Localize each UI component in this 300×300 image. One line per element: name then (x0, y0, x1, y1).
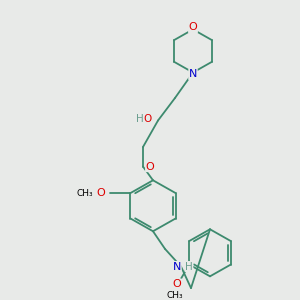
Text: O: O (173, 279, 182, 289)
Text: O: O (146, 162, 154, 172)
Text: N: N (189, 70, 197, 80)
Text: O: O (144, 114, 152, 124)
Text: H: H (185, 262, 193, 272)
Text: O: O (189, 22, 197, 32)
Text: H: H (136, 114, 144, 124)
Text: CH₃: CH₃ (167, 291, 184, 300)
Text: N: N (173, 262, 181, 272)
Text: CH₃: CH₃ (76, 188, 93, 197)
Text: O: O (96, 188, 105, 198)
